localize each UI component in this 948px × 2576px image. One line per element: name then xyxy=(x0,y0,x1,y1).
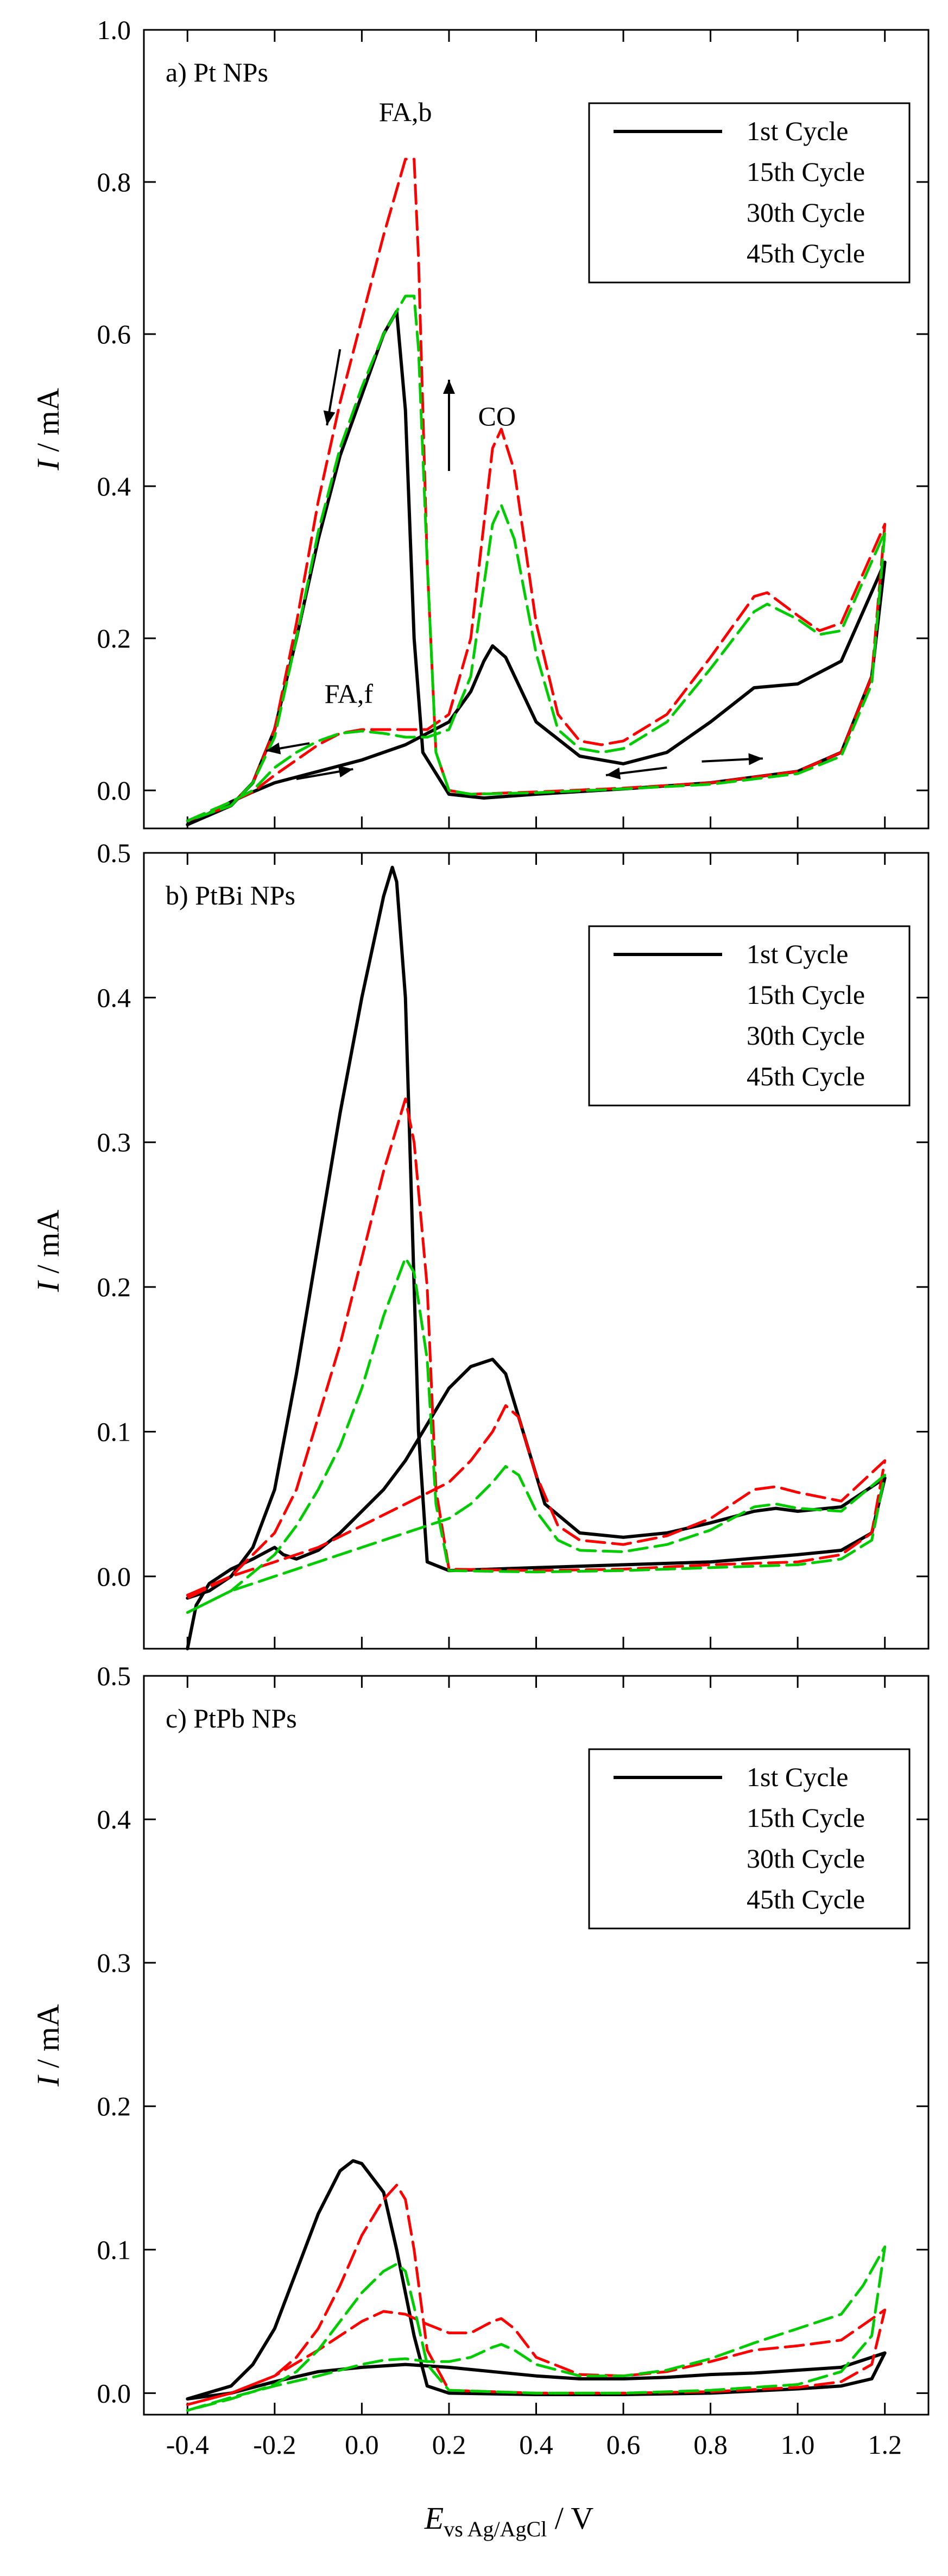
arrow-head-icon xyxy=(443,380,455,394)
y-tick-label: 0.1 xyxy=(97,2234,131,2265)
x-tick-label: 0.8 xyxy=(693,2429,728,2460)
y-tick-label: 0.6 xyxy=(97,319,131,349)
legend-entry: 30th Cycle xyxy=(747,197,865,228)
y-axis-label: I / mA xyxy=(30,1210,66,1293)
y-tick-label: 0.0 xyxy=(97,1561,131,1592)
arrow-head-icon xyxy=(266,742,281,755)
series-line-1 xyxy=(186,2159,887,2401)
panel-3: 0.0 0.1 0.2 0.3 0.4 0.5 -0.4 -0.2 0.0 0.2 0.4 0.6 0.… xyxy=(30,1661,930,2460)
x-tick-label: 1.2 xyxy=(868,2429,902,2460)
series-line-3 xyxy=(186,1256,887,1614)
x-tick-label: -0.2 xyxy=(253,2429,296,2460)
y-tick-label: 0.0 xyxy=(97,775,131,806)
legend-entry: 15th Cycle xyxy=(747,156,865,187)
arrow-head-icon xyxy=(605,767,621,780)
panel-label: b) PtBi NPs xyxy=(166,880,295,910)
legend-entry: 15th Cycle xyxy=(747,979,865,1010)
x-tick-label: 0.6 xyxy=(606,2429,641,2460)
annotation-label: CO xyxy=(478,401,516,431)
y-tick-label: 0.1 xyxy=(97,1416,131,1447)
arrow-head-icon xyxy=(338,765,353,778)
x-tick-label: -0.4 xyxy=(166,2429,209,2460)
y-axis-label: I / mA xyxy=(30,388,66,471)
y-tick-label: 0.4 xyxy=(97,982,131,1013)
y-axis-label: I / mA xyxy=(30,2004,66,2087)
legend-entry: 1st Cycle xyxy=(747,1762,848,1792)
arrow-head-icon xyxy=(748,753,763,765)
panel-label: a) Pt NPs xyxy=(166,57,268,87)
y-tick-label: 0.8 xyxy=(97,167,131,197)
legend-entry: 45th Cycle xyxy=(747,1884,865,1914)
series-line-3 xyxy=(186,2245,887,2412)
x-axis-label: Evs Ag/AgCl / V xyxy=(424,2500,594,2541)
x-tick-label: 1.0 xyxy=(781,2429,815,2460)
series-line-2 xyxy=(186,2184,887,2406)
y-tick-label: 0.0 xyxy=(97,2378,131,2408)
y-tick-label: 0.4 xyxy=(97,471,131,501)
x-tick-label: 0.4 xyxy=(519,2429,553,2460)
annotation-label: FA,f xyxy=(325,678,374,709)
legend-entry: 15th Cycle xyxy=(747,1802,865,1833)
legend-entry: 1st Cycle xyxy=(747,116,848,146)
legend-entry: 45th Cycle xyxy=(747,238,865,268)
legend-entry: 45th Cycle xyxy=(747,1061,865,1091)
series-line-1 xyxy=(186,310,887,826)
series-line-2 xyxy=(186,1097,887,1600)
series-line-2 xyxy=(186,158,887,822)
y-tick-label: 0.2 xyxy=(97,623,131,654)
y-tick-label: 0.3 xyxy=(97,1127,131,1158)
legend-entry: 30th Cycle xyxy=(747,1020,865,1051)
x-tick-label: 0.0 xyxy=(345,2429,379,2460)
y-tick-label: 0.5 xyxy=(97,1661,131,1691)
x-tick-label: 0.2 xyxy=(432,2429,466,2460)
legend-entry: 1st Cycle xyxy=(747,939,848,969)
panel-label: c) PtPb NPs xyxy=(166,1703,297,1733)
y-tick-label: 0.2 xyxy=(97,2091,131,2121)
annotation-label: FA,b xyxy=(379,97,432,127)
panel-2: 0.0 0.1 0.2 0.3 0.4 0.5 I / mA b) PtBi NPs 1st C… xyxy=(30,838,930,1650)
y-tick-label: 0.2 xyxy=(97,1272,131,1302)
arrow-head-icon xyxy=(323,410,336,425)
panel-1: 0.0 0.2 0.4 0.6 0.8 1.0 I / mA a) Pt NPs 1st Cyc… xyxy=(30,15,930,830)
y-tick-label: 0.4 xyxy=(97,1804,131,1834)
legend-entry: 30th Cycle xyxy=(747,1843,865,1874)
y-tick-label: 0.3 xyxy=(97,1947,131,1978)
series-line-3 xyxy=(186,294,887,822)
y-tick-label: 1.0 xyxy=(97,15,131,45)
y-tick-label: 0.5 xyxy=(97,838,131,868)
